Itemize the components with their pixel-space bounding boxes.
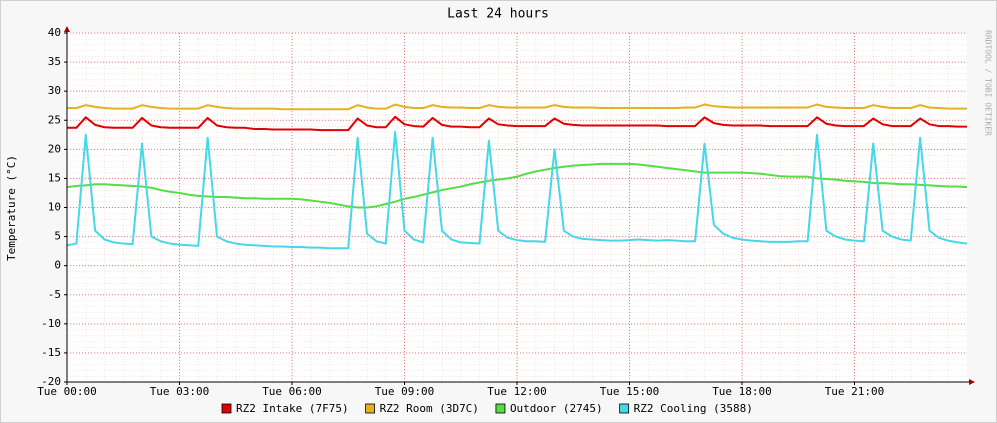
legend-swatch xyxy=(495,403,506,414)
x-axis-arrow xyxy=(969,379,975,385)
legend: RZ2 Intake (7F75) RZ2 Room (3D7C) Outdoor … xyxy=(221,402,753,415)
y-axis-arrow xyxy=(64,26,70,32)
x-tick-label: Tue 09:00 xyxy=(375,385,435,398)
legend-swatch xyxy=(221,403,232,414)
x-tick-label: Tue 00:00 xyxy=(37,385,97,398)
y-tick-label: 25 xyxy=(48,113,61,126)
watermark: RRDTOOL / TOBI OETIKER xyxy=(984,30,993,136)
x-tick-label: Tue 03:00 xyxy=(150,385,210,398)
chart-title: Last 24 hours xyxy=(447,7,549,22)
x-tick-label: Tue 15:00 xyxy=(600,385,660,398)
y-tick-label: 5 xyxy=(54,230,61,243)
y-tick-label: 0 xyxy=(54,259,61,272)
series-line xyxy=(66,162,968,209)
y-tick-label: 10 xyxy=(48,201,61,214)
y-tick-label: 40 xyxy=(48,26,61,39)
series-line xyxy=(66,130,968,250)
series-line xyxy=(67,103,967,111)
x-tick-label: Tue 18:00 xyxy=(712,385,772,398)
legend-label: RZ2 Intake (7F75) xyxy=(236,402,349,415)
legend-swatch xyxy=(619,403,630,414)
legend-swatch xyxy=(365,403,375,414)
y-tick-label: -5 xyxy=(48,288,61,301)
x-tick-label: Tue 21:00 xyxy=(825,385,885,398)
y-tick-label: 15 xyxy=(48,171,61,184)
series-lines xyxy=(66,103,968,250)
legend-label: Outdoor (2745) xyxy=(510,402,603,415)
y-tick-label: -10 xyxy=(41,317,61,330)
y-tick-label: 20 xyxy=(48,142,61,155)
series-line xyxy=(67,115,967,132)
y-tick-label: 35 xyxy=(48,55,61,68)
y-axis-label: Temperature (°C) xyxy=(5,155,18,261)
legend-label: RZ2 Cooling (3588) xyxy=(634,402,753,415)
y-tick-label: -15 xyxy=(41,346,61,359)
x-tick-label: Tue 06:00 xyxy=(262,385,322,398)
x-tick-label: Tue 12:00 xyxy=(487,385,547,398)
y-tick-label: 30 xyxy=(48,84,61,97)
y-tick-label: -20 xyxy=(41,375,61,388)
legend-label: RZ2 Room (3D7C) xyxy=(380,402,479,415)
